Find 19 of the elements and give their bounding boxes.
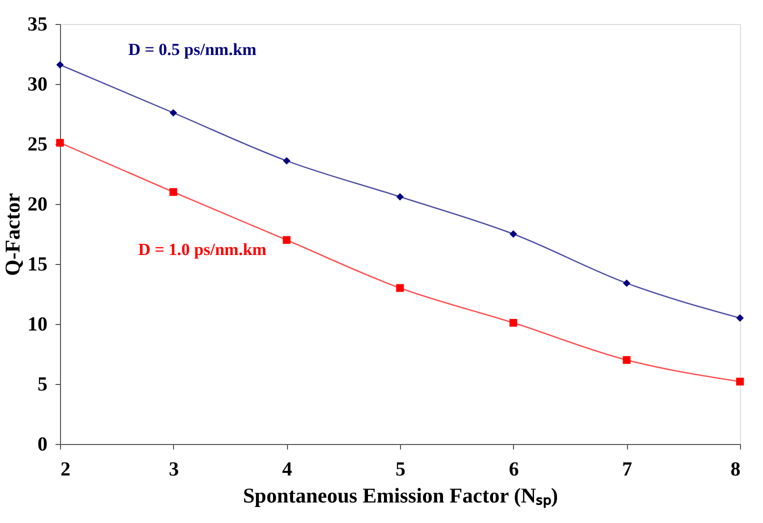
y-tick-label: 20 bbox=[28, 194, 48, 216]
x-tick-label: 2 bbox=[60, 458, 70, 480]
x-tick-label: 7 bbox=[622, 458, 632, 480]
y-axis-title: Q-Factor bbox=[0, 193, 24, 276]
y-tick-label: 10 bbox=[28, 314, 48, 336]
x-tick-label: 8 bbox=[730, 458, 740, 480]
y-tick-label: 25 bbox=[28, 134, 48, 156]
y-tick-label: 5 bbox=[38, 374, 48, 396]
x-tick-label: 5 bbox=[396, 458, 406, 480]
x-tick-label: 3 bbox=[168, 458, 179, 480]
y-tick-label: 15 bbox=[28, 254, 48, 276]
y-tick-label: 35 bbox=[28, 14, 48, 36]
y-tick-label: 0 bbox=[38, 434, 48, 456]
series-label: D = 1.0 ps/nm.km bbox=[138, 240, 266, 259]
series-label: D = 0.5 ps/nm.km bbox=[128, 40, 256, 59]
x-tick-label: 4 bbox=[282, 458, 292, 480]
x-tick-label: 6 bbox=[508, 458, 519, 480]
x-axis-title: Spontaneous Emission Factor (Nₛₚ) bbox=[242, 484, 558, 508]
y-tick-label: 30 bbox=[28, 74, 48, 96]
